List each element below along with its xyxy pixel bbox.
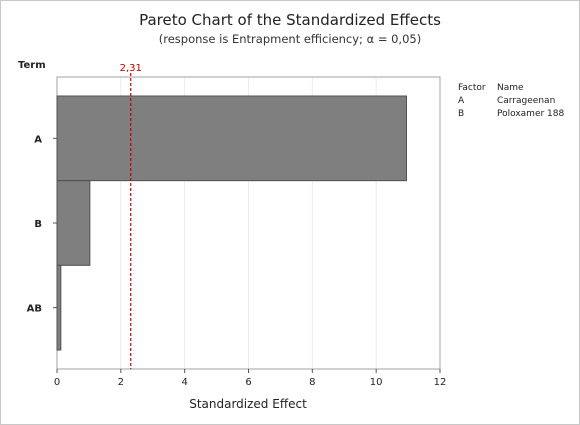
- x-tick-label-8: 8: [309, 377, 315, 388]
- chart-subtitle: (response is Entrapment efficiency; α = …: [159, 32, 421, 46]
- reference-line-label: 2,31: [120, 63, 142, 74]
- legend-name-a: Carrageenan: [497, 96, 555, 106]
- y-tick-label-ab: AB: [27, 304, 42, 315]
- bar-a: [56, 95, 407, 182]
- bar-b: [56, 180, 91, 266]
- x-tick-label-10: 10: [370, 377, 383, 388]
- bars: [56, 95, 407, 351]
- y-tick-label-b: B: [34, 219, 42, 230]
- x-axis-ticks: 0 2 4 6 8 10 12: [54, 369, 447, 388]
- legend-header-name: Name: [497, 83, 524, 93]
- x-tick-label-12: 12: [434, 377, 447, 388]
- y-axis-label: Term: [18, 60, 46, 71]
- x-tick-label-2: 2: [118, 377, 124, 388]
- x-axis-label: Standardized Effect: [189, 397, 307, 411]
- chart-title: Pareto Chart of the Standardized Effects: [139, 11, 441, 29]
- reference-line-group: 2,31: [120, 63, 142, 369]
- x-tick-label-4: 4: [181, 377, 187, 388]
- legend-factor-a: A: [458, 96, 465, 106]
- y-tick-label-a: A: [34, 134, 42, 145]
- x-tick-label-6: 6: [245, 377, 251, 388]
- legend: Factor Name A Carrageenan B Poloxamer 18…: [458, 83, 565, 119]
- x-tick-label-0: 0: [54, 377, 60, 388]
- bar-ab: [56, 264, 62, 351]
- legend-factor-b: B: [458, 109, 464, 119]
- legend-name-b: Poloxamer 188: [497, 109, 565, 119]
- legend-header-factor: Factor: [458, 83, 486, 93]
